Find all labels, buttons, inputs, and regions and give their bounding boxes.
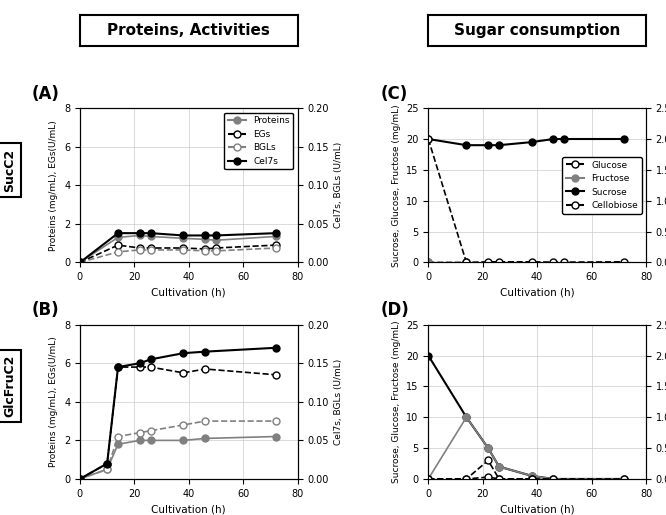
Legend: Proteins, EGs, BGLs, Cel7s: Proteins, EGs, BGLs, Cel7s (224, 113, 293, 169)
X-axis label: Cultivation (h): Cultivation (h) (151, 288, 226, 298)
Text: GlcFruC2: GlcFruC2 (3, 355, 17, 418)
Text: (D): (D) (380, 301, 409, 319)
Y-axis label: Sucrose, Glucose, Fructose (mg/mL): Sucrose, Glucose, Fructose (mg/mL) (392, 320, 400, 483)
Text: (B): (B) (32, 301, 60, 319)
Text: Sugar consumption: Sugar consumption (454, 23, 620, 38)
X-axis label: Cultivation (h): Cultivation (h) (151, 504, 226, 514)
X-axis label: Cultivation (h): Cultivation (h) (500, 504, 575, 514)
Y-axis label: Sucrose, Glucose, Fructose (mg/mL): Sucrose, Glucose, Fructose (mg/mL) (392, 104, 400, 267)
Text: (A): (A) (32, 85, 60, 103)
X-axis label: Cultivation (h): Cultivation (h) (500, 288, 575, 298)
Y-axis label: Cel7s, BGLs (U/mL): Cel7s, BGLs (U/mL) (334, 358, 344, 445)
Text: (C): (C) (380, 85, 408, 103)
Y-axis label: Proteins (mg/mL), EGs(U/mL): Proteins (mg/mL), EGs(U/mL) (49, 336, 59, 467)
Y-axis label: Proteins (mg/mL), EGs(U/mL): Proteins (mg/mL), EGs(U/mL) (49, 120, 59, 251)
Legend: Glucose, Fructose, Sucrose, Cellobiose: Glucose, Fructose, Sucrose, Cellobiose (562, 157, 641, 214)
Text: Proteins, Activities: Proteins, Activities (107, 23, 270, 38)
Text: SucC2: SucC2 (3, 148, 17, 192)
Y-axis label: Cel7s, BGLs (U/mL): Cel7s, BGLs (U/mL) (334, 142, 344, 229)
